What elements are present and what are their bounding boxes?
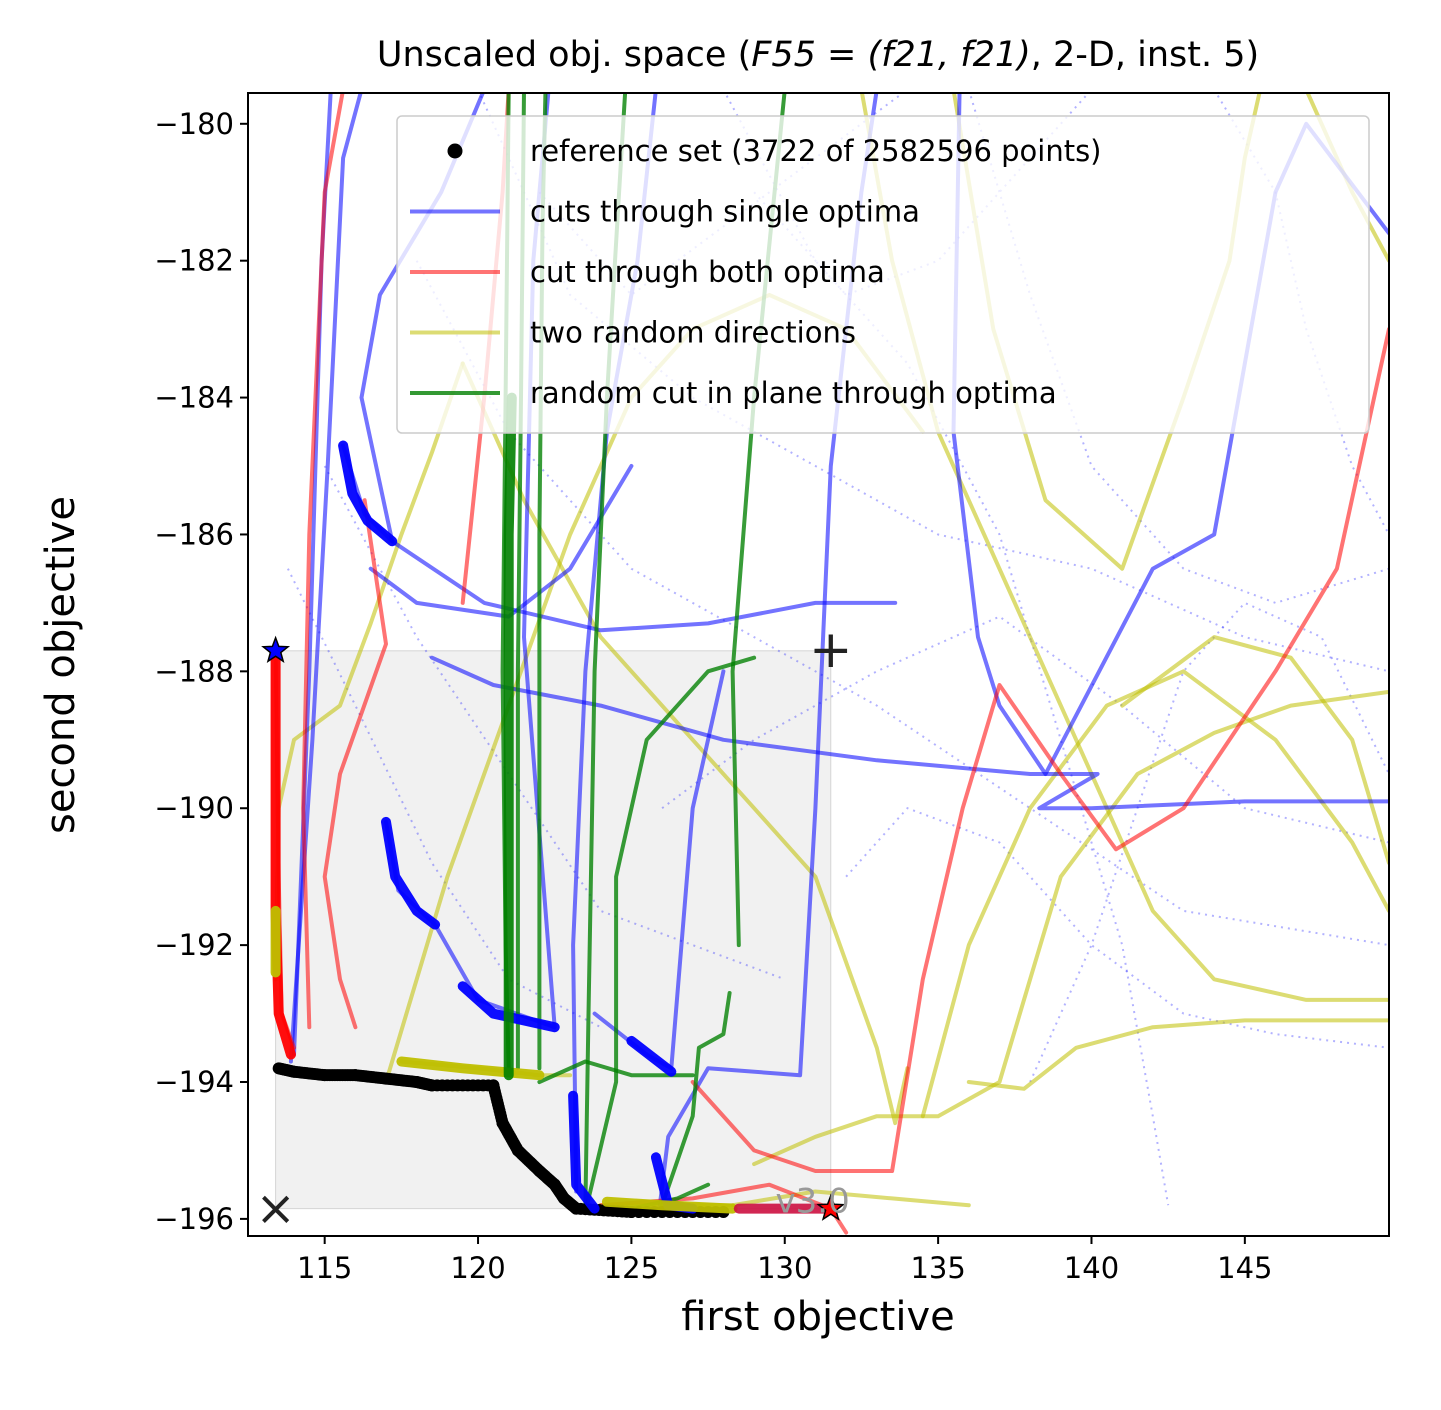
x-tick-label: 145 — [1217, 1251, 1272, 1285]
x-tick-label: 135 — [910, 1251, 965, 1285]
front-highlight — [503, 392, 517, 1081]
y-tick-label: −194 — [154, 1065, 234, 1099]
dotted-path — [478, 93, 1389, 673]
front-highlights — [270, 392, 836, 1214]
yellow-series-line — [920, 669, 1389, 1119]
y-tick-label: −186 — [154, 517, 234, 551]
dotted-path — [323, 465, 786, 981]
dotted-path — [968, 93, 1389, 604]
legend-label: cut through both optima — [530, 255, 885, 289]
dotted-path — [845, 807, 1389, 1049]
y-tick-label: −184 — [154, 381, 234, 415]
legend-entries: reference set (3722 of 2582596 points) cu… — [410, 134, 1102, 410]
legend: reference set (3722 of 2582596 points) cu… — [396, 115, 1370, 434]
y-tick-label: −188 — [154, 654, 234, 688]
yellow-series-line — [966, 1018, 1389, 1091]
front-highlight — [381, 816, 441, 930]
plot-frame — [247, 92, 1390, 1237]
y-axis-label: second objective — [38, 496, 84, 834]
reference-set — [272, 1062, 730, 1219]
legend-label: cuts through single optima — [530, 195, 920, 229]
region-of-interest — [275, 650, 832, 1210]
yellow-series-line — [460, 361, 910, 1126]
legend-label: random cut in plane through optima — [530, 376, 1057, 410]
ideal-point-marker: × — [255, 1181, 295, 1237]
x-tick-label: 120 — [450, 1251, 505, 1285]
blue-series-line — [430, 655, 1389, 811]
version-label: v3.0 — [776, 1182, 850, 1222]
front-highlight — [568, 1090, 600, 1214]
x-tick-label: 130 — [757, 1251, 812, 1285]
y-tick-label: −190 — [154, 791, 234, 825]
red-series-line — [301, 93, 345, 1030]
front-highlight — [626, 1035, 677, 1077]
front-highlight — [396, 1056, 545, 1081]
dotted-path — [661, 615, 1389, 844]
nadir-point-marker: + — [809, 620, 853, 680]
chart-title: Unscaled obj. space (F55 = (f21, f21), 2… — [377, 35, 1259, 75]
front-highlight — [601, 1196, 738, 1214]
legend-label: reference set (3722 of 2582596 points) — [530, 134, 1102, 168]
x-tick-label: 125 — [604, 1251, 659, 1285]
y-tick-label: −180 — [154, 107, 234, 141]
y-tick-label: −192 — [154, 928, 234, 962]
x-tick-label: 115 — [297, 1251, 352, 1285]
y-axis-ticks: −180 −182 −184 −186 −188 −190 −192 −194 −196 — [154, 107, 248, 1236]
y-tick-label: −196 — [154, 1202, 234, 1236]
marker-layer: ×+ — [255, 620, 852, 1237]
red-series-line — [322, 498, 388, 1030]
front-highlight — [457, 981, 560, 1033]
legend-box — [396, 115, 1370, 434]
optimum-1-star — [261, 635, 291, 664]
legend-marker — [447, 143, 463, 159]
x-axis-label: first objective — [681, 1294, 955, 1340]
green-series-line — [660, 991, 732, 1208]
yellow-series-line — [730, 1189, 971, 1208]
green-series-line — [583, 655, 757, 1214]
red-series-line — [690, 327, 1389, 1173]
green-series-line — [537, 1059, 695, 1084]
yellow-series-line — [1120, 635, 1389, 865]
y-tick-label: −182 — [154, 244, 234, 278]
legend-label: two random directions — [530, 316, 856, 350]
front-highlight — [338, 440, 398, 547]
x-axis-ticks: 115 120 125 130 135 140 145 — [297, 1236, 1273, 1285]
optimum-2-star — [816, 1193, 846, 1221]
x-tick-label: 140 — [1064, 1251, 1119, 1285]
yellow-series-line — [273, 361, 465, 982]
